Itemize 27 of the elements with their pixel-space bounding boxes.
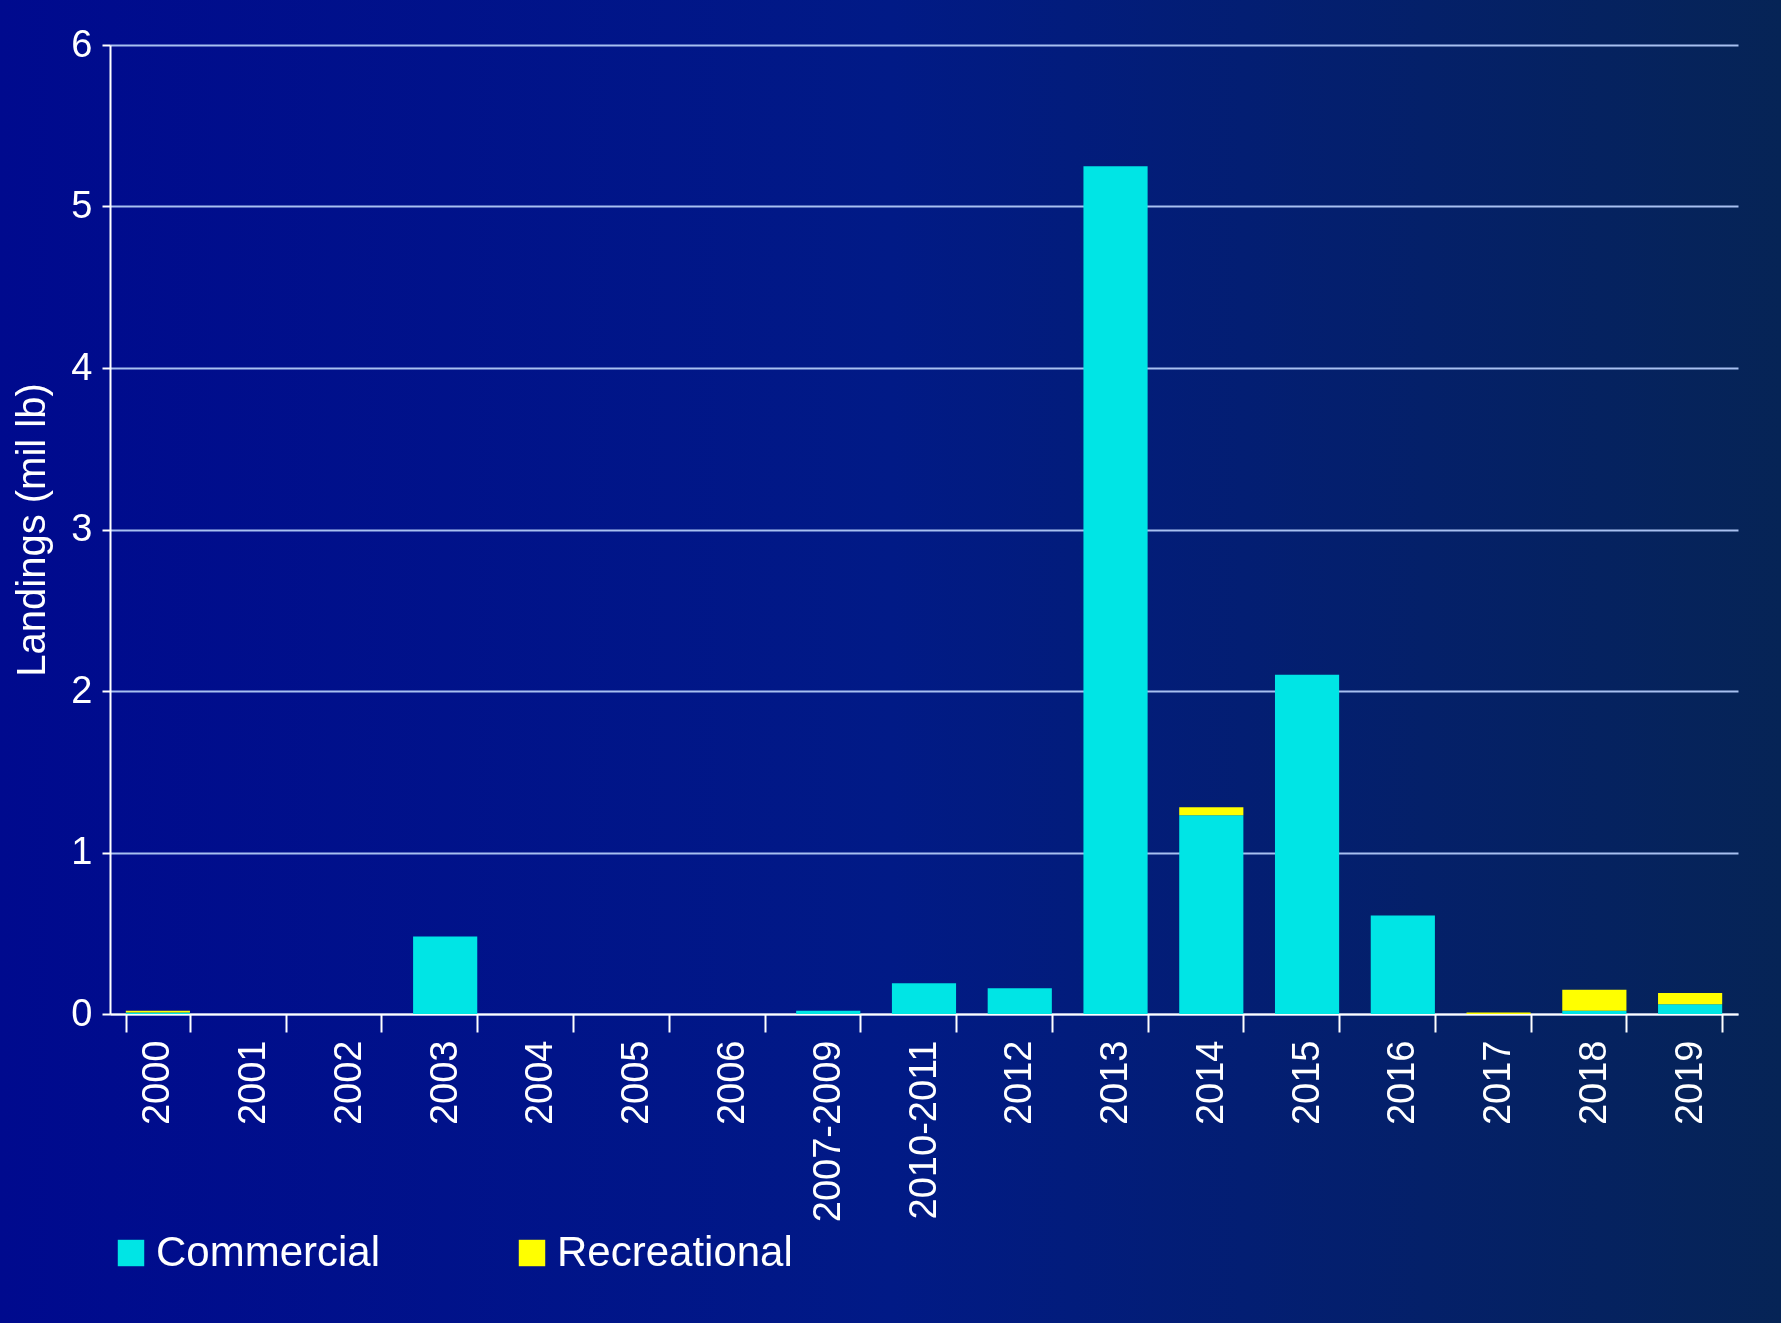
x-tick-label: 2005 (614, 1040, 657, 1126)
y-tick-label: 3 (71, 507, 93, 549)
y-tick-label: 4 (71, 345, 93, 388)
y-tick-label: 2 (71, 668, 93, 711)
x-tick-label: 2000 (135, 1040, 178, 1126)
x-tick-label: 2018 (1571, 1040, 1614, 1126)
x-tick-label: 2010-2011 (901, 1040, 944, 1220)
x-tick-label: 2002 (326, 1040, 369, 1126)
x-tick-label: 2007-2009 (805, 1040, 848, 1223)
x-tick-label: 2006 (709, 1040, 752, 1126)
x-tick-label: 2019 (1667, 1040, 1710, 1126)
y-tick-label: 5 (71, 184, 93, 226)
legend-label: Recreational (557, 1228, 793, 1275)
x-tick-label: 2013 (1093, 1040, 1136, 1126)
x-tick-label: 2017 (1476, 1040, 1519, 1126)
legend-label: Commercial (156, 1228, 381, 1275)
x-tick-label: 2003 (422, 1040, 465, 1126)
y-tick-label: 0 (71, 991, 93, 1034)
x-tick-label: 2016 (1380, 1040, 1423, 1126)
x-tick-label: 2004 (518, 1040, 561, 1126)
x-tick-label: 2012 (997, 1040, 1040, 1126)
y-axis-title: Landings (mil lb) (9, 383, 54, 677)
x-tick-label: 2014 (1188, 1040, 1231, 1126)
x-tick-label: 2015 (1284, 1040, 1327, 1126)
x-tick-label: 2001 (231, 1040, 274, 1126)
y-tick-label: 6 (71, 22, 93, 65)
y-tick-label: 1 (71, 830, 93, 872)
